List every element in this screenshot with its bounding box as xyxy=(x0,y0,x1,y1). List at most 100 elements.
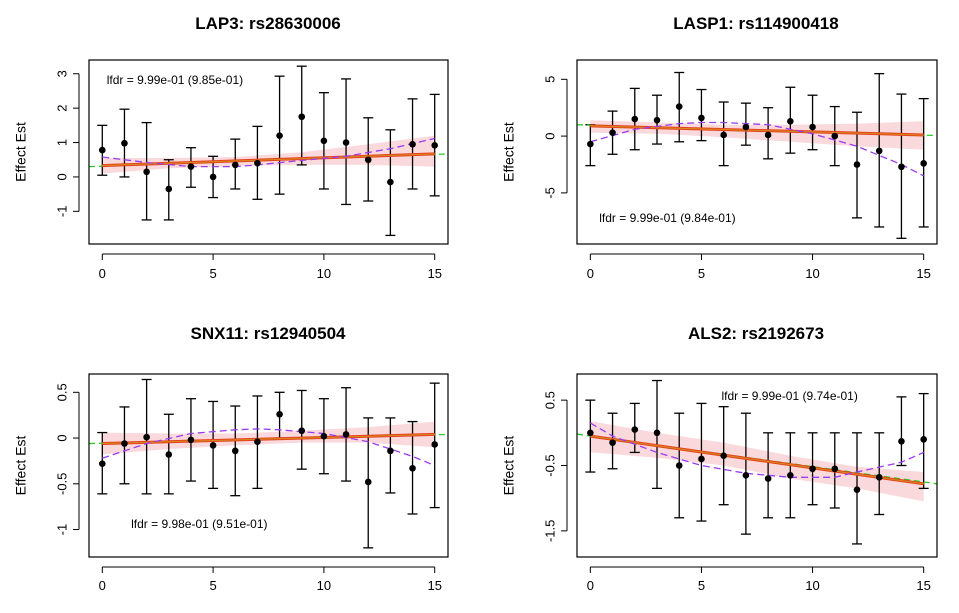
plot-frame xyxy=(576,59,938,245)
x-tick-label: 15 xyxy=(427,578,441,593)
data-point xyxy=(298,427,306,435)
chart-title: SNX11: rs12940504 xyxy=(190,324,346,343)
data-point xyxy=(675,103,683,110)
x-axis: 0 5 10 15 xyxy=(587,566,931,593)
x-tick-label: 0 xyxy=(587,578,594,593)
data-point xyxy=(787,118,794,125)
error-bar xyxy=(807,94,818,151)
x-tick-label: 10 xyxy=(805,266,819,281)
data-point xyxy=(875,147,883,155)
data-point xyxy=(254,438,261,446)
y-axis-label: Effect Est xyxy=(501,436,517,496)
data-point xyxy=(587,429,594,437)
data-point xyxy=(409,140,416,148)
data-point xyxy=(920,160,927,167)
data-point xyxy=(609,439,616,446)
x-tick-label: 15 xyxy=(427,266,441,281)
x-tick-label: 0 xyxy=(99,578,106,593)
data-point xyxy=(698,114,705,122)
data-point xyxy=(409,464,416,472)
data-point xyxy=(898,163,905,171)
data-point xyxy=(320,432,328,440)
data-point xyxy=(209,173,217,181)
panel-2: LASP1: rs114900418 0 5 10 15 -5 0 5 Effect Est lf… xyxy=(501,14,938,281)
lfdr-annotation: lfdr = 9.99e-01 (9.74e-01) xyxy=(721,389,857,403)
data-point xyxy=(143,168,150,176)
x-tick-label: 5 xyxy=(209,578,216,593)
y-tick-label: 0 xyxy=(54,434,69,441)
data-point xyxy=(787,472,794,479)
y-tick-label: 1 xyxy=(54,139,69,146)
data-point xyxy=(853,161,861,168)
data-point xyxy=(720,452,727,459)
y-axis: -1.5 -0.5 0.5 xyxy=(542,391,568,542)
data-point xyxy=(298,113,306,121)
data-point xyxy=(742,123,750,131)
data-point xyxy=(98,460,106,467)
plot-frame xyxy=(88,373,449,558)
data-point xyxy=(342,431,350,438)
x-tick-label: 0 xyxy=(587,266,594,281)
fitted-line-overlay xyxy=(102,433,435,445)
y-tick-label: 5 xyxy=(542,76,557,83)
y-tick-label: 0 xyxy=(54,173,69,180)
plot-frame xyxy=(88,59,449,245)
data-point xyxy=(121,440,128,447)
y-tick-label: 0 xyxy=(542,132,557,139)
y-tick-label: 3 xyxy=(54,70,69,77)
error-bar xyxy=(385,417,396,494)
panel-1: LAP3: rs28630006 0 5 10 15 -1 0 1 2 3 Effect Est lf… xyxy=(13,14,449,281)
data-point xyxy=(98,146,106,154)
data-point xyxy=(609,129,616,136)
y-tick-label: -0.5 xyxy=(542,454,557,476)
y-tick-label: -5 xyxy=(542,187,557,199)
data-point xyxy=(631,426,639,433)
data-point xyxy=(387,447,394,455)
y-axis-label: Effect Est xyxy=(13,436,29,496)
data-point xyxy=(431,441,439,448)
error-bar xyxy=(874,432,885,516)
data-point xyxy=(720,131,727,139)
data-point xyxy=(276,410,283,418)
data-point xyxy=(587,140,594,148)
data-point xyxy=(165,185,173,193)
data-point xyxy=(276,132,283,139)
y-tick-label: 2 xyxy=(54,105,69,112)
fitted-line-overlay xyxy=(590,435,924,485)
data-point xyxy=(653,116,661,124)
data-point xyxy=(675,462,683,469)
data-point xyxy=(698,455,705,463)
data-point xyxy=(143,433,150,441)
data-point xyxy=(320,137,328,145)
chart-title: ALS2: rs2192673 xyxy=(688,324,824,343)
data-point xyxy=(187,163,195,170)
data-point xyxy=(364,478,372,486)
data-point xyxy=(875,473,883,481)
y-axis: -1 -0.5 0 0.5 xyxy=(54,383,80,536)
x-axis: 0 5 10 15 xyxy=(99,253,442,281)
lfdr-annotation: lfdr = 9.98e-01 (9.51e-01) xyxy=(131,517,267,531)
y-tick-label: -1 xyxy=(54,206,69,218)
smooth-curve xyxy=(102,428,435,467)
x-tick-label: 15 xyxy=(916,266,930,281)
data-point xyxy=(764,475,772,482)
chart-title: LASP1: rs114900418 xyxy=(673,14,838,33)
error-bar xyxy=(896,396,907,467)
x-tick-label: 0 xyxy=(99,266,106,281)
data-point xyxy=(209,442,217,449)
y-axis: -5 0 5 xyxy=(542,76,568,199)
x-tick-label: 5 xyxy=(698,578,705,593)
x-tick-label: 10 xyxy=(317,578,331,593)
data-point xyxy=(364,156,372,164)
data-point xyxy=(809,465,816,473)
y-tick-label: -1.5 xyxy=(542,520,557,542)
data-point xyxy=(631,115,639,123)
data-point xyxy=(387,178,394,186)
plot-frame xyxy=(576,373,938,558)
data-point xyxy=(653,429,661,437)
lfdr-annotation: lfdr = 9.99e-01 (9.85e-01) xyxy=(107,73,243,87)
data-point xyxy=(898,438,905,445)
y-tick-label: -1 xyxy=(54,524,69,536)
data-point xyxy=(764,131,772,139)
y-axis-label: Effect Est xyxy=(501,122,517,182)
